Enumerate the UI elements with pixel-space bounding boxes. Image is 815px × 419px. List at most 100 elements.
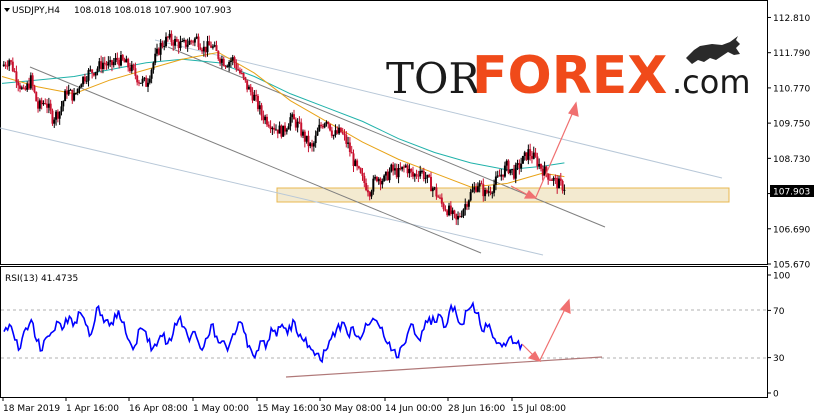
candle (274, 124, 277, 131)
candle (262, 110, 265, 124)
candle (325, 120, 328, 127)
candle (298, 116, 301, 125)
candle (475, 183, 478, 193)
candle (363, 172, 366, 188)
candle (163, 40, 166, 51)
candle (2, 61, 5, 67)
candle (253, 90, 256, 101)
candle (217, 50, 220, 61)
candle (82, 76, 85, 87)
time-axis: 18 Mar 2019 1 Apr 16:00 16 Apr 08:00 1 May … (2, 397, 566, 414)
candle (285, 127, 288, 135)
candle (128, 62, 131, 74)
candle (78, 85, 81, 94)
rsi-axis: 100 70 30 0 (767, 272, 790, 400)
candle (332, 134, 335, 140)
candle (233, 55, 236, 68)
candle (374, 174, 377, 181)
candle (336, 126, 339, 135)
candle (433, 186, 436, 191)
candle (487, 185, 490, 197)
candle (428, 173, 431, 178)
candle (137, 79, 140, 87)
candle (330, 126, 333, 138)
candle (119, 50, 122, 67)
logo-com: .com (672, 63, 751, 101)
candle (557, 175, 560, 189)
candle (431, 186, 434, 198)
candle (273, 123, 276, 134)
channel-lines (0, 39, 723, 256)
candle (89, 65, 92, 72)
candle (15, 65, 18, 88)
candle (56, 109, 59, 123)
candle (482, 178, 485, 202)
candle (500, 168, 503, 181)
candle (327, 121, 330, 129)
candle (172, 39, 175, 51)
candle (74, 92, 77, 95)
candle (541, 165, 544, 181)
candle (509, 169, 512, 176)
candle (457, 211, 460, 226)
candle (397, 164, 400, 184)
candle (238, 67, 241, 75)
candle (518, 159, 521, 175)
candle (267, 121, 270, 128)
candle (379, 177, 382, 191)
candle (406, 163, 409, 178)
candle (105, 60, 108, 70)
candle (204, 46, 207, 58)
candle (85, 76, 88, 85)
candle (130, 60, 133, 74)
candle (545, 165, 548, 178)
candle (552, 176, 555, 186)
dropdown-triangle-icon[interactable] (4, 8, 10, 12)
candle (278, 121, 281, 134)
current-price-label: 107.903 (773, 188, 810, 198)
rsi-panel-frame (0, 266, 768, 398)
candle (375, 176, 378, 183)
candle (96, 66, 99, 76)
candle (42, 100, 45, 106)
candle (318, 118, 321, 132)
candle (116, 52, 119, 65)
candle (411, 166, 414, 180)
candle (401, 166, 404, 172)
candle (419, 165, 422, 179)
candle (10, 59, 13, 65)
candle (469, 188, 472, 202)
candle (415, 169, 418, 180)
candle (58, 111, 61, 125)
candle (493, 179, 496, 197)
candle (247, 84, 250, 90)
candle (226, 64, 229, 68)
candle (489, 186, 492, 196)
candle (356, 158, 359, 171)
candle (320, 122, 323, 129)
candle (202, 40, 205, 57)
candle (437, 194, 440, 198)
candle (323, 122, 326, 129)
candle (435, 183, 438, 200)
candle (224, 65, 227, 70)
candle (366, 185, 369, 197)
candle (271, 126, 274, 136)
candle (170, 30, 173, 46)
candle (383, 174, 386, 182)
candle (17, 79, 20, 92)
candle (60, 100, 63, 116)
time-tick-label: 14 Jun 00:00 (385, 404, 442, 414)
candle (276, 129, 279, 139)
candle (152, 61, 155, 74)
candle (393, 163, 396, 175)
candle (201, 47, 204, 54)
candle (206, 35, 209, 57)
candle (264, 114, 267, 125)
candle (368, 191, 371, 201)
candle (365, 178, 368, 192)
candle (80, 83, 83, 88)
candle (37, 97, 40, 113)
candle (165, 32, 168, 48)
